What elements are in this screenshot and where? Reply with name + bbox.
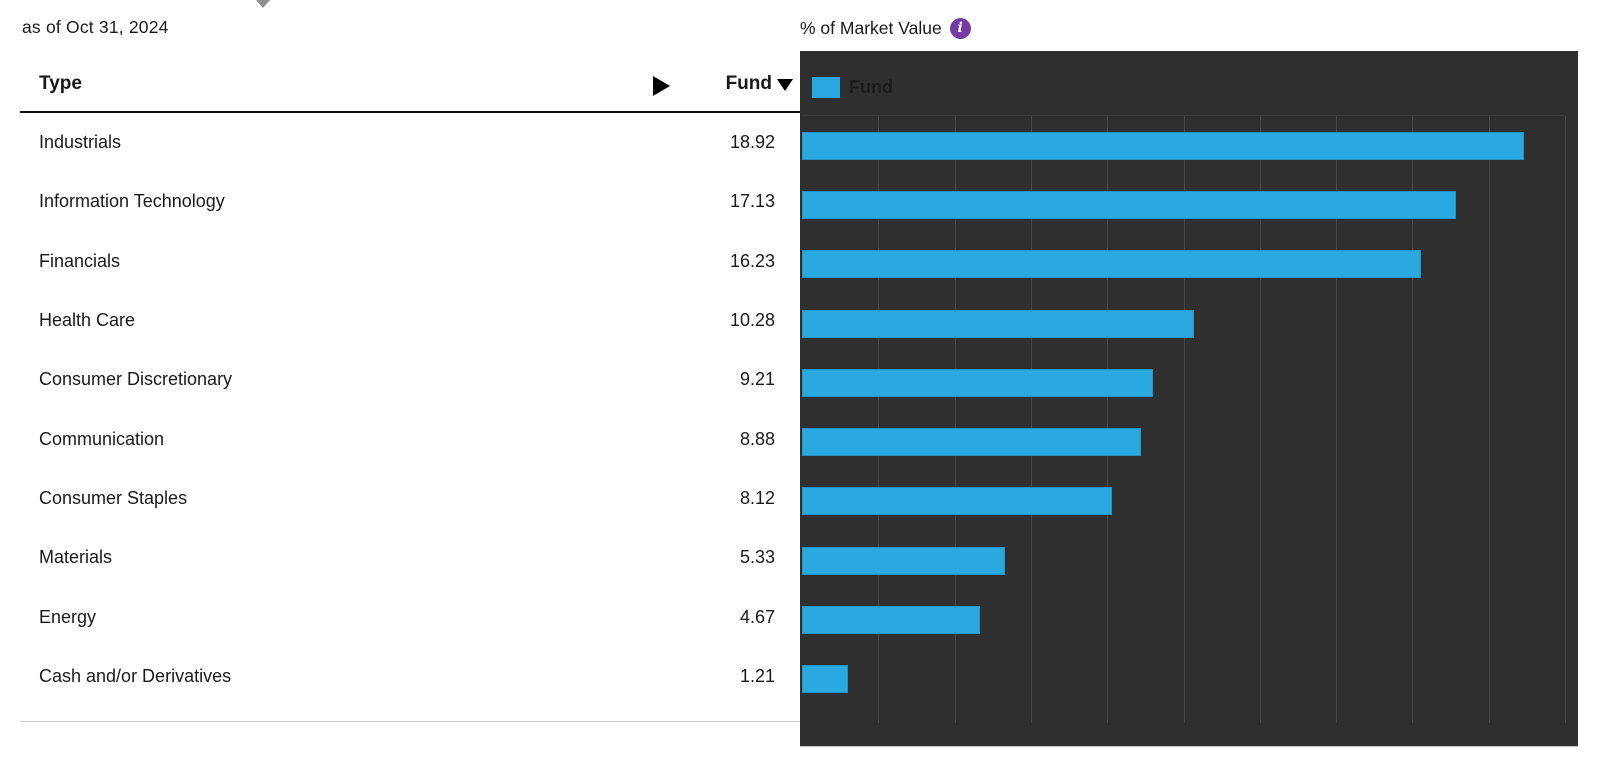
fund-value: 1.21	[739, 665, 775, 686]
table-bottom-divider	[20, 721, 800, 722]
gridline	[1259, 116, 1261, 723]
sort-descending-icon	[777, 79, 793, 91]
gridline	[954, 116, 956, 723]
table-row: Consumer Discretionary 9.21	[20, 350, 800, 409]
column-header-type[interactable]: Type	[39, 73, 82, 94]
sector-label: Information Technology	[39, 191, 225, 212]
gridline	[1336, 116, 1338, 723]
table-row: Cash and/or Derivatives 1.21	[20, 647, 800, 706]
fund-value: 4.67	[739, 606, 775, 627]
sector-label: Cash and/or Derivatives	[39, 665, 232, 686]
sector-label: Consumer Discretionary	[39, 369, 233, 390]
table-row: Financials 16.23	[20, 232, 800, 291]
gridline	[1030, 116, 1032, 723]
gridline	[1488, 116, 1490, 723]
sector-label: Industrials	[39, 132, 122, 153]
gridline	[1412, 116, 1414, 723]
fund-value: 9.21	[739, 369, 775, 390]
sector-label: Financials	[39, 250, 121, 271]
chart-bar[interactable]	[802, 487, 1112, 516]
gridline	[878, 116, 880, 723]
chart-bar[interactable]	[802, 190, 1456, 219]
gridline	[1107, 116, 1109, 723]
fund-value: 8.12	[739, 487, 775, 508]
sector-label: Consumer Staples	[39, 487, 188, 508]
sector-label: Communication	[39, 428, 165, 449]
fund-value: 18.92	[729, 132, 775, 153]
sector-label: Materials	[39, 547, 113, 568]
table-row: Materials 5.33	[20, 528, 800, 587]
table-row: Consumer Staples 8.12	[20, 469, 800, 528]
fund-value: 8.88	[739, 428, 775, 449]
legend-label: Fund	[849, 77, 893, 97]
chart-bar[interactable]	[802, 606, 981, 634]
table-row: Health Care 10.28	[20, 291, 800, 350]
table-header: Type Fund	[20, 62, 800, 113]
fund-value: 17.13	[729, 191, 775, 212]
chart-bar[interactable]	[802, 428, 1141, 457]
plot-area	[802, 115, 1566, 723]
fund-value: 10.28	[729, 310, 775, 331]
chart-title-row: % of Market Value i	[800, 18, 971, 39]
as-of-date: as of Oct 31, 2024	[22, 17, 169, 37]
legend-item-fund[interactable]: Fund	[812, 77, 893, 98]
sector-label: Energy	[39, 606, 97, 627]
chart-bar[interactable]	[802, 665, 849, 694]
legend-swatch	[812, 77, 840, 98]
chart-bar[interactable]	[802, 546, 1006, 575]
chart-bar[interactable]	[802, 368, 1154, 397]
expand-columns-arrow-icon[interactable]	[653, 76, 670, 96]
fund-value: 16.23	[729, 250, 775, 271]
fund-value: 5.33	[739, 547, 775, 568]
table-body: Industrials 18.92 Information Technology 17…	[20, 113, 800, 706]
gridline	[1565, 116, 1566, 723]
chart-title: % of Market Value	[800, 18, 942, 38]
info-icon[interactable]: i	[949, 18, 971, 39]
sector-label: Health Care	[39, 310, 136, 331]
table-row: Information Technology 17.13	[20, 172, 800, 231]
column-header-fund[interactable]: Fund	[726, 73, 793, 95]
table-row: Industrials 18.92	[20, 113, 800, 172]
chart-bar[interactable]	[802, 131, 1524, 160]
table-row: Energy 4.67	[20, 587, 800, 646]
chart-bar[interactable]	[802, 250, 1422, 279]
truncated-dropdown-caret-icon	[256, 0, 270, 8]
table-row: Communication 8.88	[20, 409, 800, 468]
chart-bar[interactable]	[802, 309, 1195, 338]
gridline	[1183, 116, 1185, 723]
chart-panel: Fund	[800, 51, 1578, 746]
column-header-fund-label: Fund	[725, 73, 772, 94]
